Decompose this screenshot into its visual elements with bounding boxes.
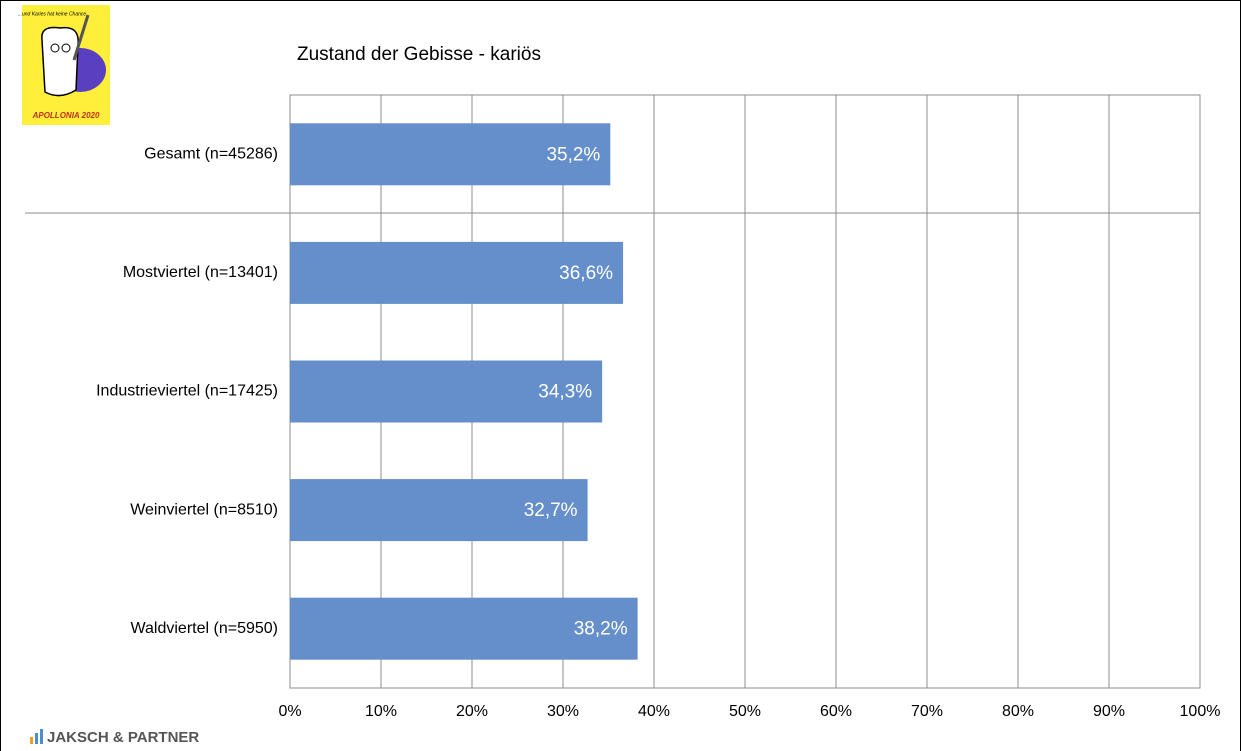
x-tick-label: 80% (1002, 703, 1034, 720)
value-label: 38,2% (574, 619, 628, 640)
logo: ...und Karies hat keine Chance APOLLONIA… (18, 5, 110, 125)
bar (290, 597, 638, 660)
value-label: 35,2% (546, 144, 600, 165)
logo-slogan: ...und Karies hat keine Chance (18, 11, 87, 17)
x-tick-label: 60% (820, 703, 852, 720)
logo-eye (50, 43, 60, 53)
logo-name: APOLLONIA 2020 (32, 111, 100, 120)
y-tick-label: Weinviertel (n=8510) (130, 501, 278, 518)
x-tick-label: 20% (456, 703, 488, 720)
value-label: 32,7% (524, 500, 578, 521)
footer-icon (35, 733, 38, 744)
logo-brush (72, 14, 90, 61)
footer-brand: JAKSCH & PARTNER (47, 729, 199, 746)
x-tick-label: 90% (1093, 703, 1125, 720)
bar (290, 241, 624, 304)
chart-title: Zustand der Gebisse - kariös (297, 44, 541, 65)
y-tick-label: Gesamt (n=45286) (144, 146, 278, 163)
y-tick-label: Waldviertel (n=5950) (131, 620, 278, 637)
footer-icon (30, 737, 33, 744)
footer-icon (40, 729, 43, 744)
logo-tooth (41, 26, 79, 97)
bar (290, 360, 603, 423)
x-tick-label: 100% (1180, 703, 1221, 720)
x-tick-label: 50% (729, 703, 761, 720)
x-tick-label: 10% (365, 703, 397, 720)
x-tick-label: 40% (638, 703, 670, 720)
value-label: 36,6% (559, 263, 613, 284)
x-tick-label: 30% (547, 703, 579, 720)
x-tick-label: 70% (911, 703, 943, 720)
logo-eye (61, 43, 71, 53)
bar (290, 479, 588, 542)
y-tick-label: Mostviertel (n=13401) (123, 264, 278, 281)
bar (290, 123, 611, 186)
y-tick-label: Industrieviertel (n=17425) (96, 383, 278, 400)
footer: JAKSCH & PARTNER (30, 729, 199, 746)
value-label: 34,3% (538, 382, 592, 403)
x-tick-label: 0% (278, 703, 301, 720)
